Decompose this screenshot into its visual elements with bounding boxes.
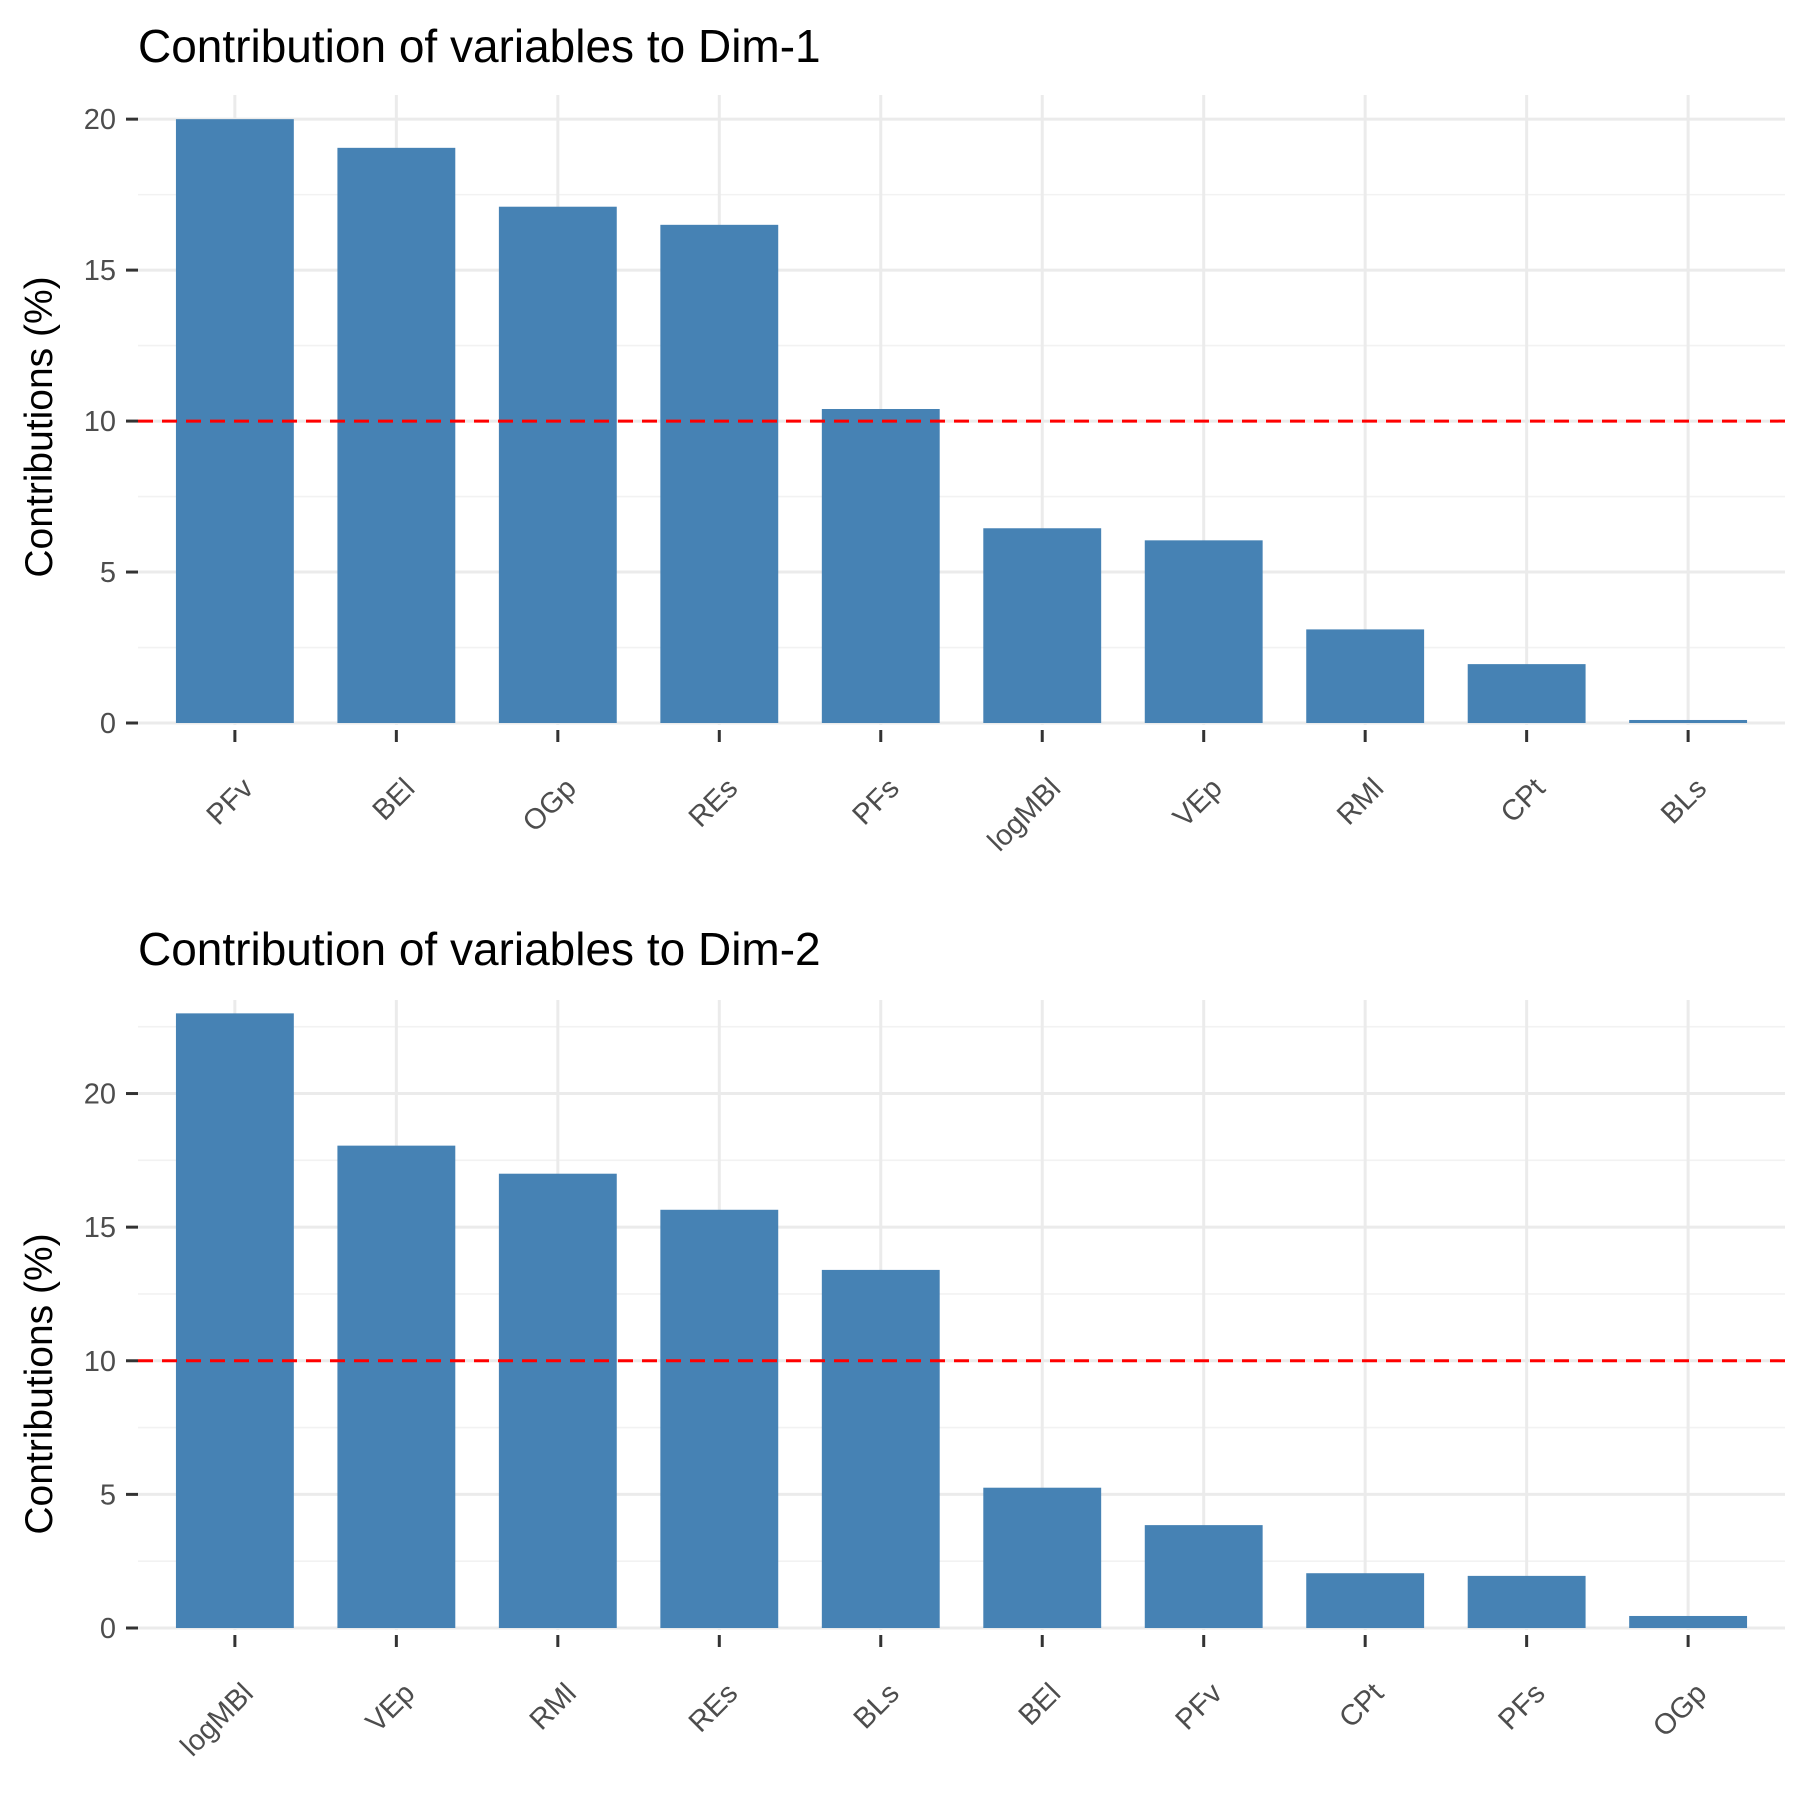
dim2-bar-pfs: [1467, 1575, 1586, 1628]
dim2-x-tick-label-logmbl: logMBl: [175, 1677, 260, 1762]
dim2-y-tick-label: 15: [84, 1212, 116, 1244]
dim1-bar-vep: [1144, 540, 1263, 723]
dim1-y-tick-label: 0: [100, 708, 116, 740]
dim1-bar-bel: [337, 147, 456, 723]
dim2-x-tick-label-pfv: PFv: [1170, 1677, 1229, 1736]
dim2-y-tick-label: 0: [100, 1613, 116, 1645]
dim2-chart-title: Contribution of variables to Dim-2: [138, 923, 821, 975]
dim2-bar-res: [660, 1209, 779, 1628]
dim2-y-tick-label: 20: [84, 1079, 116, 1111]
dim1-bar-cpt: [1467, 664, 1586, 723]
dim2-x-tick-label-vep: VEp: [360, 1677, 421, 1738]
dim1-y-tick-label: 10: [84, 406, 116, 438]
dim1-bar-ogp: [498, 206, 617, 723]
dim1-x-tick-label-logmbl: logMBl: [982, 772, 1067, 857]
dim1-bars: [175, 119, 1748, 724]
dim1-x-tick-label-cpt: CPt: [1495, 772, 1552, 829]
dim2-y-axis-label: Contributions (%): [18, 1233, 61, 1534]
dim2-x-tick-label-bls: BLs: [848, 1677, 906, 1735]
dim2-bar-rml: [498, 1173, 617, 1628]
dim2-x-tick-label-res: REs: [683, 1677, 744, 1738]
dim2-bar-logmbl: [175, 1013, 294, 1628]
dim1-x-axis: PFv BEl OGp REs PFs logMBl VEp RMl CPt BLs: [201, 730, 1713, 858]
dim1-bar-bls: [1629, 719, 1748, 723]
dim1-contribution-chart: Contribution of variables to Dim-1 Contr…: [18, 20, 1785, 858]
dim1-x-tick-label-pfv: PFv: [201, 772, 260, 831]
dim2-bar-bel: [983, 1487, 1102, 1628]
dim1-bar-res: [660, 224, 779, 724]
dim1-x-tick-label-pfs: PFs: [847, 772, 906, 831]
dim1-chart-title: Contribution of variables to Dim-1: [138, 20, 821, 72]
dim2-bar-bls: [821, 1269, 940, 1628]
dim1-bar-logmbl: [983, 528, 1102, 723]
dim1-x-tick-label-bel: BEl: [367, 772, 422, 827]
dim1-y-tick-label: 15: [84, 255, 116, 287]
dim2-contribution-chart: Contribution of variables to Dim-2 Contr…: [18, 923, 1785, 1763]
dim2-bar-cpt: [1306, 1573, 1425, 1628]
dim2-bar-ogp: [1629, 1615, 1748, 1628]
dim1-x-tick-label-vep: VEp: [1167, 772, 1228, 833]
dim2-y-axis: 0 5 10 15 20: [84, 1079, 138, 1645]
dim2-bars: [175, 1013, 1748, 1628]
dim1-x-tick-label-res: REs: [683, 772, 744, 833]
dim1-x-tick-label-ogp: OGp: [517, 772, 583, 838]
dim2-y-tick-label: 5: [100, 1479, 116, 1511]
dim2-y-tick-label: 10: [84, 1346, 116, 1378]
dim1-y-tick-label: 20: [84, 104, 116, 136]
dim1-y-axis-label: Contributions (%): [18, 276, 61, 577]
dim2-x-tick-label-ogp: OGp: [1647, 1677, 1713, 1743]
dim2-bar-vep: [337, 1145, 456, 1628]
dim1-bar-rml: [1306, 629, 1425, 723]
dim1-x-tick-label-bls: BLs: [1655, 772, 1713, 830]
dim2-x-tick-label-cpt: CPt: [1333, 1677, 1390, 1734]
dim2-x-tick-label-pfs: PFs: [1493, 1677, 1552, 1736]
dim2-x-tick-label-rml: RMl: [524, 1677, 583, 1736]
dim2-bar-pfv: [1144, 1525, 1263, 1628]
dim1-x-tick-label-rml: RMl: [1331, 772, 1390, 831]
dim1-y-tick-label: 5: [100, 557, 116, 589]
dim1-y-axis: 0 5 10 15 20: [84, 104, 138, 740]
dim2-x-axis: logMBl VEp RMl REs BLs BEl PFv CPt PFs OGp: [175, 1635, 1713, 1763]
dim2-x-tick-label-bel: BEl: [1013, 1677, 1068, 1732]
dim1-bar-pfs: [821, 409, 940, 723]
